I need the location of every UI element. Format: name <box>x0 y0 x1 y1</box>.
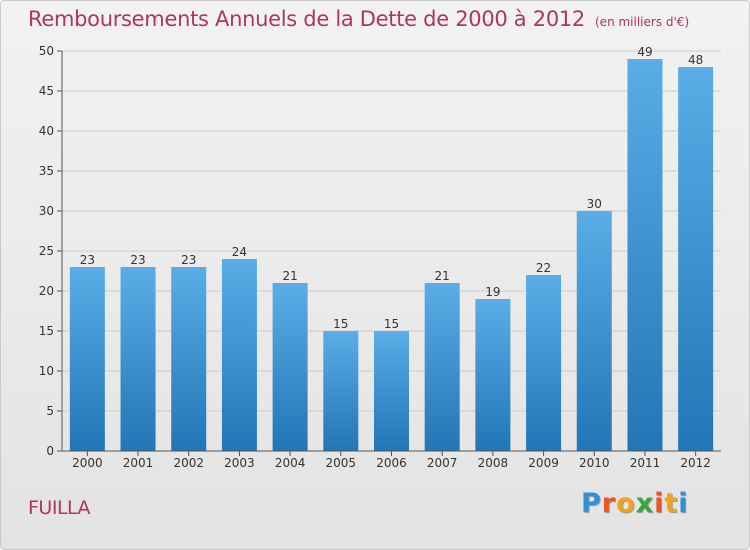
y-tick-label: 45 <box>39 84 54 98</box>
value-label: 48 <box>688 53 703 67</box>
y-tick-label: 40 <box>39 124 54 138</box>
x-tick-label: 2009 <box>528 456 559 470</box>
proxiti-logo: Proxiti <box>581 488 689 519</box>
logo-letter: P <box>581 488 602 519</box>
axes <box>57 50 721 456</box>
x-tick-label: 2011 <box>630 456 661 470</box>
value-label: 15 <box>333 317 348 331</box>
logo-letter: i <box>654 488 665 519</box>
x-tick-label: 2005 <box>326 456 357 470</box>
y-tick-label: 20 <box>39 284 54 298</box>
value-label: 23 <box>80 253 95 267</box>
chart-title-text: Remboursements Annuels de la Dette de 20… <box>28 7 585 31</box>
y-tick-label: 50 <box>39 44 54 58</box>
commune-name: FUILLA <box>28 497 91 519</box>
y-tick-label: 30 <box>39 204 54 218</box>
x-tick-label: 2010 <box>579 456 610 470</box>
x-tick-label: 2007 <box>427 456 458 470</box>
bar <box>272 283 308 451</box>
bar <box>323 331 359 451</box>
logo-letter: o <box>616 488 636 519</box>
labels: 0 5 10 15 20 25 30 35 40 45 50 23 2000 23 2001 23 2002 24… <box>39 44 711 470</box>
y-tick-label: 0 <box>46 444 54 458</box>
logo-letter: r <box>601 488 617 519</box>
bar <box>576 211 612 451</box>
value-label: 22 <box>536 261 551 275</box>
x-tick-label: 2000 <box>72 456 103 470</box>
logo-letter: x <box>635 488 655 519</box>
bar <box>120 267 156 451</box>
value-label: 49 <box>637 45 652 59</box>
bar <box>171 267 207 451</box>
y-tick-label: 35 <box>39 164 54 178</box>
value-label: 23 <box>130 253 145 267</box>
x-tick-label: 2012 <box>680 456 711 470</box>
x-tick-label: 2004 <box>275 456 306 470</box>
value-label: 19 <box>485 285 500 299</box>
value-label: 30 <box>587 197 602 211</box>
x-tick-label: 2006 <box>376 456 407 470</box>
y-tick-label: 15 <box>39 324 54 338</box>
bar <box>475 299 511 451</box>
value-label: 15 <box>384 317 399 331</box>
logo-letter: i <box>678 488 689 519</box>
bar <box>627 59 663 451</box>
value-label: 24 <box>232 245 247 259</box>
x-tick-label: 2008 <box>478 456 509 470</box>
value-label: 21 <box>282 269 297 283</box>
value-label: 21 <box>435 269 450 283</box>
bar <box>374 331 409 451</box>
y-tick-label: 10 <box>39 364 54 378</box>
x-tick-label: 2002 <box>173 456 204 470</box>
bars <box>69 59 714 451</box>
bar <box>424 283 460 451</box>
bar <box>69 267 105 451</box>
chart-subtitle: (en milliers d'€) <box>595 15 690 29</box>
y-tick-label: 25 <box>39 244 54 258</box>
bar <box>221 259 257 451</box>
bar <box>526 275 562 451</box>
x-tick-label: 2001 <box>123 456 154 470</box>
bar <box>678 67 714 451</box>
y-tick-label: 5 <box>46 404 54 418</box>
chart-title: Remboursements Annuels de la Dette de 20… <box>28 7 689 31</box>
logo-letter: t <box>664 488 679 519</box>
x-tick-label: 2003 <box>224 456 255 470</box>
value-label: 23 <box>181 253 196 267</box>
